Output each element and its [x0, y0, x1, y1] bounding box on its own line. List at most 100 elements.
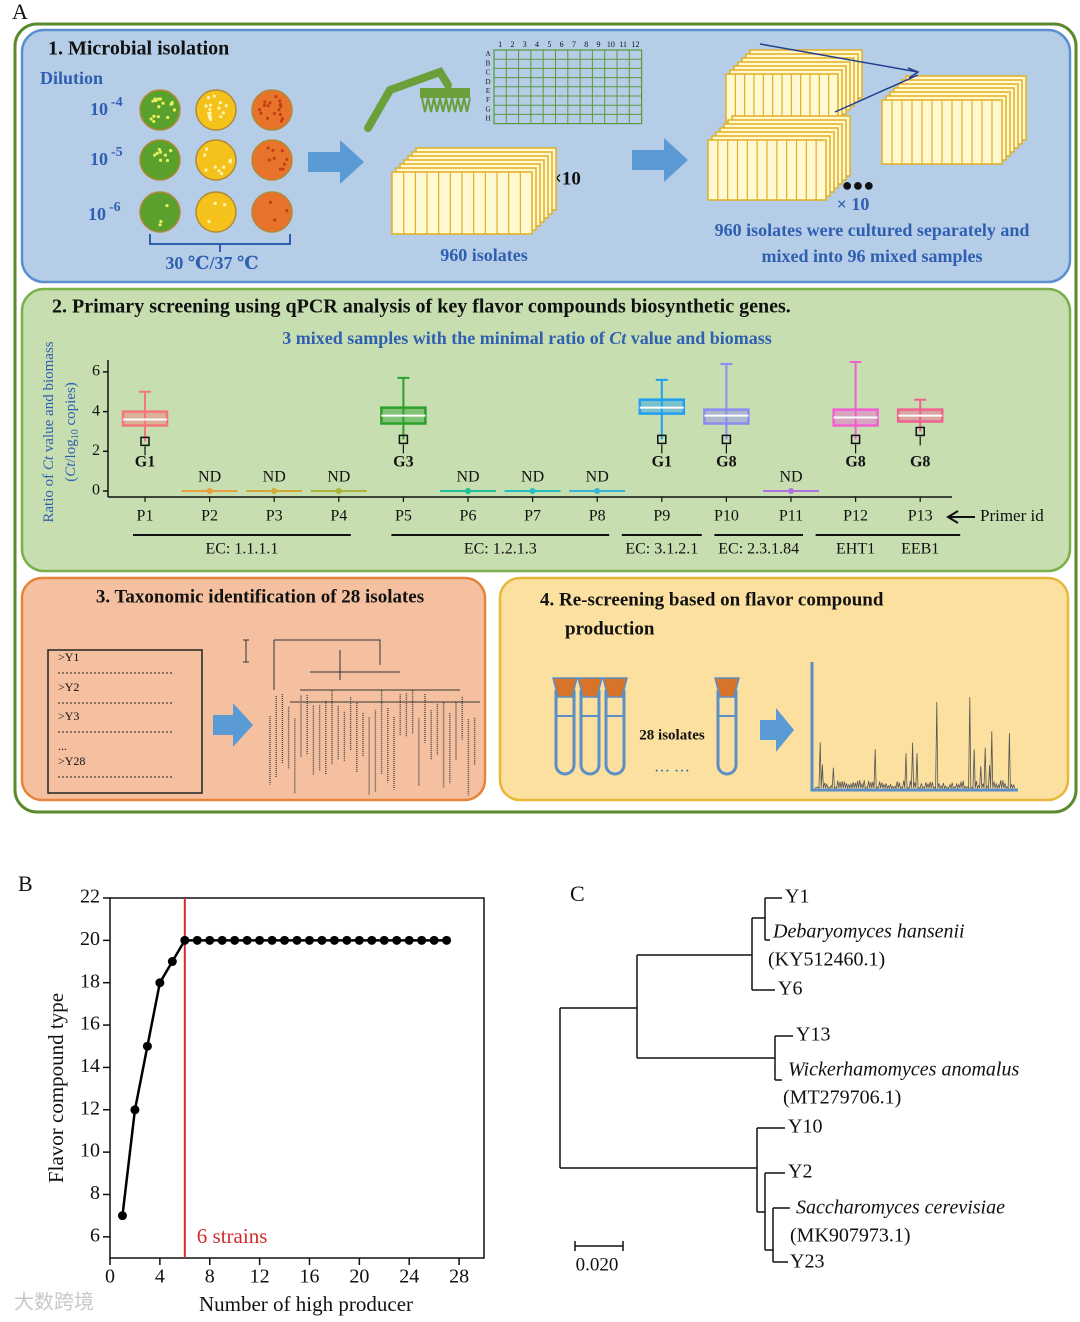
- culture-plate: [251, 89, 293, 131]
- dilution: 10 -6: [88, 200, 121, 224]
- plate-row-label: D: [485, 78, 490, 86]
- replicates: ×10: [551, 168, 581, 189]
- plate-row-label: H: [485, 115, 490, 123]
- colony: [268, 101, 272, 105]
- nd-label: ND: [779, 469, 802, 486]
- scale-bar-label: 0.020: [576, 1254, 619, 1275]
- tree-branches: [273, 639, 480, 703]
- x-tick-label: P4: [330, 508, 347, 525]
- colony: [207, 112, 211, 117]
- arrow: [760, 708, 794, 752]
- colony: [221, 111, 225, 115]
- data-point: [155, 978, 165, 988]
- text-part: Ct: [609, 328, 627, 348]
- selected-sample: [721, 434, 732, 445]
- colony: [217, 106, 221, 110]
- colony: [219, 172, 224, 176]
- colony: [272, 156, 276, 160]
- plot-frame: [109, 897, 485, 1259]
- step-title: 1. Microbial isolation: [48, 38, 229, 60]
- nd-dot: [788, 488, 794, 494]
- dilution-exponent: -4: [111, 95, 123, 110]
- colony: [285, 157, 289, 161]
- data-point: [205, 935, 215, 945]
- y-tick-label: 14: [80, 1055, 100, 1077]
- arrow: [213, 703, 253, 747]
- step-title: production: [565, 618, 655, 639]
- step-subtitle: 3 mixed samples with the minimal ratio o…: [282, 328, 772, 348]
- x-tick-label: P13: [908, 508, 933, 525]
- mini-tree: [243, 639, 480, 796]
- x-tick-label: P5: [395, 508, 412, 525]
- dilution-exponent: -5: [111, 145, 123, 160]
- colony: [282, 162, 287, 166]
- x-tick-label: P12: [843, 508, 868, 525]
- colony: [278, 167, 283, 171]
- colony: [203, 153, 207, 157]
- data-point: [404, 935, 414, 945]
- colony: [157, 105, 161, 109]
- sequence: >Y3: [58, 709, 79, 723]
- plate-row-label: C: [486, 69, 491, 77]
- colony: [219, 115, 223, 119]
- step2-box: [20, 287, 1072, 573]
- colony: [153, 153, 157, 157]
- colony: [257, 108, 262, 112]
- y-tick-label: 2: [92, 442, 100, 459]
- selected-sample: [657, 434, 667, 445]
- arrow: [308, 140, 364, 184]
- tube-cap: [577, 677, 603, 698]
- group-label: EEB1: [901, 541, 939, 558]
- colony: [224, 104, 228, 108]
- species-label: Debaryomyces hansenii: [772, 921, 965, 943]
- colony: [228, 160, 232, 164]
- colony: [272, 111, 276, 116]
- colony: [222, 203, 227, 207]
- x-tick-label: P9: [653, 508, 670, 525]
- colony: [208, 107, 212, 112]
- nd-dot: [465, 488, 471, 494]
- colony: [273, 218, 277, 222]
- colony: [170, 100, 174, 105]
- plate-column-label: 7: [572, 40, 576, 49]
- x-tick-label: 12: [250, 1266, 270, 1288]
- nd-label: ND: [263, 469, 286, 486]
- colony: [204, 168, 208, 172]
- colony: [212, 94, 216, 98]
- chromatogram-trace: [814, 697, 1016, 790]
- sequence-box: [47, 649, 203, 794]
- robot-head: [420, 88, 470, 98]
- y-tick-label: 16: [80, 1013, 100, 1035]
- colony: [158, 150, 163, 154]
- x-tick-label: 28: [449, 1266, 469, 1288]
- sequence: >Y1: [58, 650, 79, 664]
- isolates-label: 28 isolates: [639, 727, 705, 743]
- threshold-label: 6 strains: [197, 1224, 268, 1248]
- colony: [156, 115, 160, 119]
- sequence-lines: [58, 672, 172, 778]
- plate-column-label: 5: [547, 40, 551, 49]
- dilution: 10 -4: [90, 95, 123, 119]
- y-tick-label: 10: [80, 1140, 100, 1162]
- text-part: Ct: [41, 455, 57, 470]
- dilution-label: Dilution: [40, 68, 103, 88]
- colony: [152, 114, 156, 118]
- text-part: (: [63, 477, 79, 482]
- phylogenetic-tree: [559, 897, 793, 1263]
- y-tick-label: 12: [80, 1097, 100, 1119]
- colony: [259, 111, 263, 115]
- step-title: 4. Re-screening based on flavor compound: [540, 589, 884, 610]
- plate-row-label: A: [485, 50, 490, 58]
- x-tick-label: 16: [299, 1266, 319, 1288]
- colony: [154, 99, 158, 103]
- colony: [278, 112, 283, 117]
- y-tick-label: 4: [92, 402, 100, 419]
- x-tick-label: 24: [399, 1266, 419, 1288]
- colony: [265, 116, 270, 120]
- colony: [271, 148, 275, 152]
- text-part: Ct: [63, 462, 79, 477]
- dilution-base: 10: [90, 99, 108, 119]
- x-tick-label: P8: [589, 508, 606, 525]
- sample-label: G1: [135, 454, 155, 471]
